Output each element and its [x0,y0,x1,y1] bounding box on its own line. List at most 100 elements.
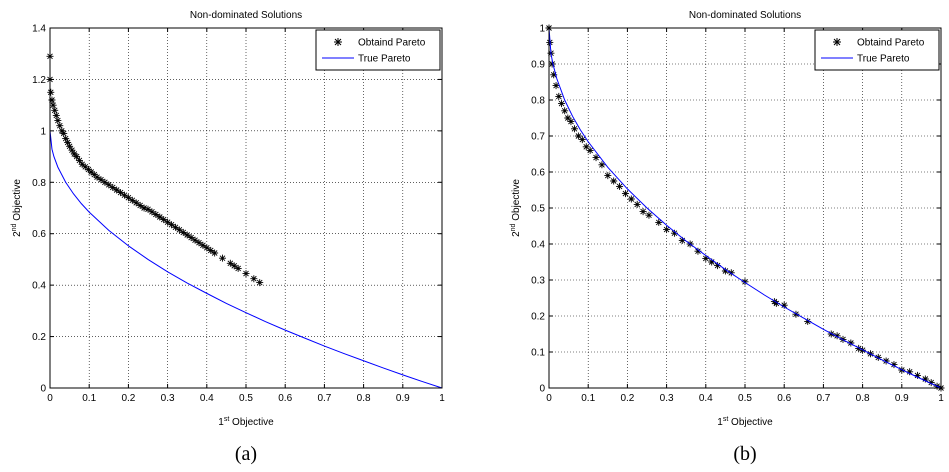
chart-a-obtained-point [132,199,140,207]
chart-b-y-tick-label: 0.4 [531,240,545,251]
chart-a-y-tick-label: 1 [40,126,46,137]
chart-b-x-tick-label: 0.2 [620,393,634,404]
chart-a-obtained-point [93,173,101,181]
chart-a-obtained-point [195,239,203,247]
chart-a-legend-box [315,29,441,71]
chart-a-obtained-point [101,178,109,186]
chart-a-caption: (a) [235,443,257,465]
chart-b-obtained-point [582,143,590,151]
chart-a-obtained-point [256,279,264,287]
chart-b-obtained-point [702,254,710,262]
chart-a-obtained-point [179,228,187,236]
chart-b-obtained-point [548,60,556,68]
chart-a-legend: Obtaind Pareto True Pareto [315,29,441,71]
chart-b-series-true-pareto-line [548,27,942,389]
chart-b-x-tick-label: 0.8 [856,393,870,404]
chart-a-x-tick-label: 0.7 [317,393,331,404]
chart-a-x-tick-label: 0.5 [239,393,253,404]
chart-b-legend-label: Obtaind Pareto [857,38,925,49]
chart-a-y-tick-label: 0.8 [32,178,46,189]
chart-a-obtained-point [191,236,199,244]
chart-a-legend-marker-swatch [334,38,342,46]
chart-b-x-tick-label: 0.5 [738,393,752,404]
chart-a-ylabel: 2nd Objective [11,179,23,237]
chart-b-obtained-point [567,118,575,126]
chart-a-obtained-point [152,210,160,218]
chart-b-obtained-point [574,132,582,140]
chart-b-obtained-point [921,375,929,383]
chart-b-legend: Obtaind Pareto True Pareto [814,29,940,71]
chart-a-obtained-point [199,241,207,249]
chart-a-obtained-point [175,226,183,234]
chart-b-x-tick-label: 0.9 [895,393,909,404]
chart-a-series-true-pareto-line [49,130,443,389]
chart-b-y-tick-label: 0.5 [531,204,545,215]
chart-b-title: Non-dominated Solutions [689,10,801,21]
chart-b-y-tick-label: 0.3 [531,276,545,287]
chart-b-ylabel: 2nd Objective [510,179,522,237]
chart-a-obtained-point [226,259,234,267]
chart-b-legend-marker-swatch [833,38,841,46]
chart-b-y-tick-label: 0.8 [531,96,545,107]
chart-a-legend-label: True Pareto [358,54,411,65]
chart-b-obtained-point [616,182,624,190]
chart-b-axes-box [548,27,942,389]
chart-b-obtained-point [727,269,735,277]
chart-b-x-tick-label: 1 [938,393,944,404]
chart-b-obtained-point [552,82,560,90]
chart-a-obtained-point [73,153,81,161]
chart-b-obtained-point [855,344,863,352]
chart-a-obtained-point [120,191,128,199]
chart-a-obtained-point [140,204,148,212]
chart-b-obtained-point [708,258,716,266]
chart-b-obtained-point [633,200,641,208]
chart-a-obtained-point [117,189,125,197]
chart-a-obtained-point [68,146,76,154]
chart-a-obtained-point [160,216,168,224]
chart-b-obtained-point [714,262,722,270]
chart-b-caption: (b) [733,443,756,465]
chart-b: 0 0.1 0.2 0.3 0.4 0.5 0.6 0.7 0.8 0.9 1 0 0.1 0.2 0.3 0… [531,24,945,404]
chart-b-obtained-point [564,114,572,122]
chart-b-obtained-point [555,92,563,100]
chart-a-y-tick-label: 1.4 [32,24,46,35]
chart-b-obtained-point [604,172,612,180]
chart-a-obtained-point [218,254,226,262]
chart-b-x-tick-label: 0 [546,393,552,404]
chart-a-obtained-point [81,163,89,171]
chart-a-obtained-point [187,234,195,242]
chart-b-y-tick-label: 0.7 [531,132,545,143]
chart-a-y-tick-label: 1.2 [32,75,46,86]
chart-a: 0 0.1 0.2 0.3 0.4 0.5 0.6 0.7 0.8 0.9 1 0 0.2 0.4 0.6 0… [32,24,445,405]
chart-b-obtained-point [670,229,678,237]
chart-a-obtained-point [136,201,144,209]
chart-a-obtained-point [113,186,121,194]
chart-b-obtained-point [586,146,594,154]
chart-b-obtained-point [570,125,578,133]
chart-a-obtained-point [64,138,72,146]
chart-a-x-tick-label: 0.1 [82,393,96,404]
chart-b-obtained-point [598,161,606,169]
chart-a-obtained-point [54,117,62,125]
chart-a-obtained-point [211,249,219,257]
chart-b-obtained-point [645,211,653,219]
chart-b-obtained-point [780,301,788,309]
chart-b-obtained-point [558,100,566,108]
chart-b-x-tick-label: 0.1 [581,393,595,404]
chart-a-x-tick-label: 0.3 [161,393,175,404]
chart-a-obtained-point [183,231,191,239]
chart-a-obtained-point [144,205,152,213]
chart-b-legend-box [814,29,940,71]
chart-a-x-tick-label: 1 [439,393,445,404]
chart-a-obtained-point [49,101,57,109]
chart-a-obtained-point [66,142,74,150]
chart-a-obtained-point [105,181,113,189]
chart-b-y-tick-label: 0 [539,384,545,395]
chart-a-legend-label: Obtaind Pareto [358,38,426,49]
chart-a-obtained-point [62,135,70,143]
chart-b-obtained-point [694,247,702,255]
chart-b-obtained-point [550,71,558,79]
chart-a-xlabel: 1st Objective [218,416,274,428]
chart-b-obtained-point [890,361,898,369]
